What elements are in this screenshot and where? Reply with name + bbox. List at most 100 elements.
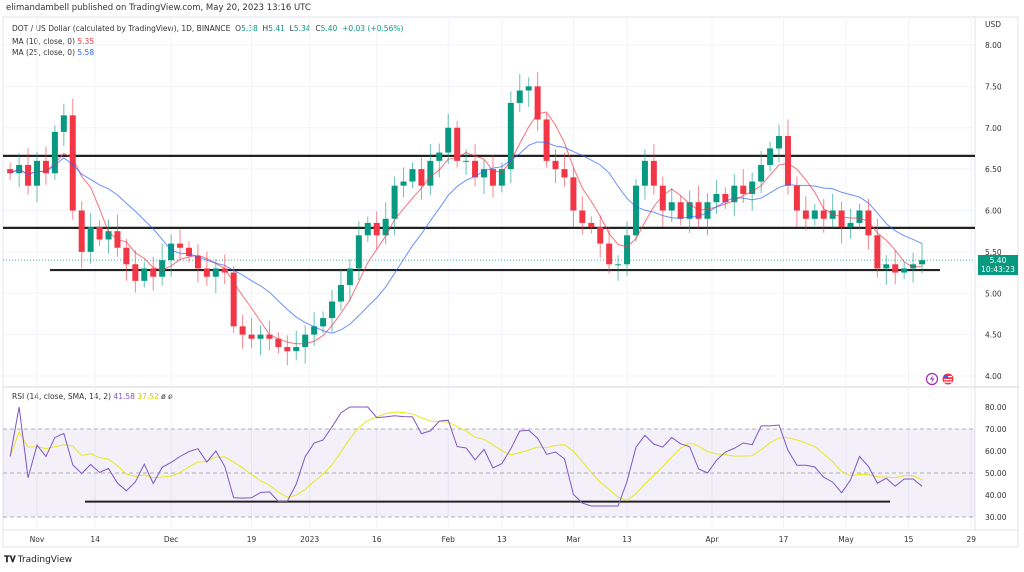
candle xyxy=(722,187,729,209)
rsi-line xyxy=(9,406,923,507)
candle xyxy=(704,193,711,236)
candle-body xyxy=(302,334,309,348)
candle-body xyxy=(472,160,479,178)
candle xyxy=(507,91,514,184)
ma10-line xyxy=(9,111,923,345)
candle-body xyxy=(597,227,604,244)
candle-body xyxy=(811,210,818,219)
candle xyxy=(346,259,353,302)
candle-body xyxy=(454,127,461,161)
candle-body xyxy=(659,185,666,211)
ma25-legend[interactable]: MA (25, close, 0) 5.58 xyxy=(12,48,94,57)
candle xyxy=(400,167,407,198)
x-tick-label: 29 xyxy=(966,535,976,544)
candle-body xyxy=(910,264,917,269)
candle-body xyxy=(829,210,836,219)
candle-body xyxy=(668,202,675,211)
candle xyxy=(767,141,774,172)
candle xyxy=(96,220,103,247)
y-tick-label: 4.50 xyxy=(985,331,1002,340)
candle-body xyxy=(391,185,398,219)
candle xyxy=(784,119,791,195)
candle xyxy=(185,241,192,263)
candle-body xyxy=(731,185,738,203)
candle xyxy=(525,77,532,108)
candle-body xyxy=(722,193,729,203)
candle-body xyxy=(185,247,192,257)
candle-body xyxy=(418,169,425,186)
candle-body xyxy=(686,202,693,219)
candle xyxy=(552,149,559,184)
candle-body xyxy=(650,160,657,186)
tradingview-logo[interactable]: 𝐓𝐕 TradingView xyxy=(4,555,72,565)
us-flag-icon[interactable] xyxy=(942,373,954,385)
candle xyxy=(686,190,693,233)
candle xyxy=(454,121,461,168)
ma10-legend[interactable]: MA (10, close, 0) 5.35 xyxy=(12,37,94,46)
candle xyxy=(597,215,604,258)
candle-body xyxy=(159,260,166,277)
current-price-tag: 5.40 10:43:23 xyxy=(978,255,1018,275)
candle xyxy=(588,216,595,234)
candle-body xyxy=(489,169,496,186)
ma10-value: 5.35 xyxy=(77,37,95,46)
candle-body xyxy=(838,210,845,228)
candle-body xyxy=(25,164,32,186)
candle-body xyxy=(239,326,246,335)
candle xyxy=(919,243,926,274)
candle xyxy=(847,208,854,239)
x-tick-label: Mar xyxy=(566,535,581,544)
candle-body xyxy=(311,326,318,335)
candle xyxy=(364,216,371,242)
low-value: 5.34 xyxy=(293,24,311,33)
candle xyxy=(856,203,863,230)
candle-body xyxy=(221,268,228,273)
candle xyxy=(811,203,818,226)
candle-body xyxy=(355,235,362,269)
candle-body xyxy=(749,181,756,194)
candle-body xyxy=(561,169,568,178)
candle-body xyxy=(123,247,130,265)
candle-body xyxy=(400,181,407,186)
y-tick-label: 4.00 xyxy=(985,372,1002,381)
candle xyxy=(695,185,702,228)
candle xyxy=(373,211,380,250)
candle xyxy=(820,198,827,233)
candle-body xyxy=(641,160,648,186)
candle-body xyxy=(579,210,586,223)
candle-body xyxy=(570,177,577,211)
y-tick-label: 6.50 xyxy=(985,165,1002,174)
candle xyxy=(731,174,738,217)
candle xyxy=(516,73,523,113)
candle-body xyxy=(498,169,505,186)
candle xyxy=(159,243,166,286)
candle xyxy=(51,125,58,180)
candle xyxy=(534,72,541,132)
candle xyxy=(337,268,344,311)
rsi-legend[interactable]: RSI (14, close, SMA, 14, 2) 41.58 37.52 … xyxy=(12,392,173,401)
candle-body xyxy=(382,218,389,236)
bar-countdown: 10:43:23 xyxy=(981,265,1015,274)
candle-body xyxy=(248,334,255,339)
candle-body xyxy=(105,231,112,240)
candle xyxy=(203,251,210,286)
candle xyxy=(409,162,416,189)
candle xyxy=(463,149,470,175)
candle-body xyxy=(776,136,783,149)
candle-body xyxy=(194,256,201,269)
current-price: 5.40 xyxy=(989,256,1007,265)
lightning-icon[interactable] xyxy=(925,372,939,386)
candle xyxy=(498,162,505,193)
candle xyxy=(776,124,783,163)
candle xyxy=(105,219,112,254)
candle-body xyxy=(427,160,434,186)
candle-body xyxy=(42,160,49,174)
candle xyxy=(78,201,85,269)
candle-body xyxy=(901,268,908,273)
rsi-extra-2: ø xyxy=(168,392,173,401)
candle-body xyxy=(552,160,559,170)
rsi-tick-label: 70.00 xyxy=(985,425,1007,434)
candle xyxy=(874,218,881,278)
candle-body xyxy=(409,169,416,182)
